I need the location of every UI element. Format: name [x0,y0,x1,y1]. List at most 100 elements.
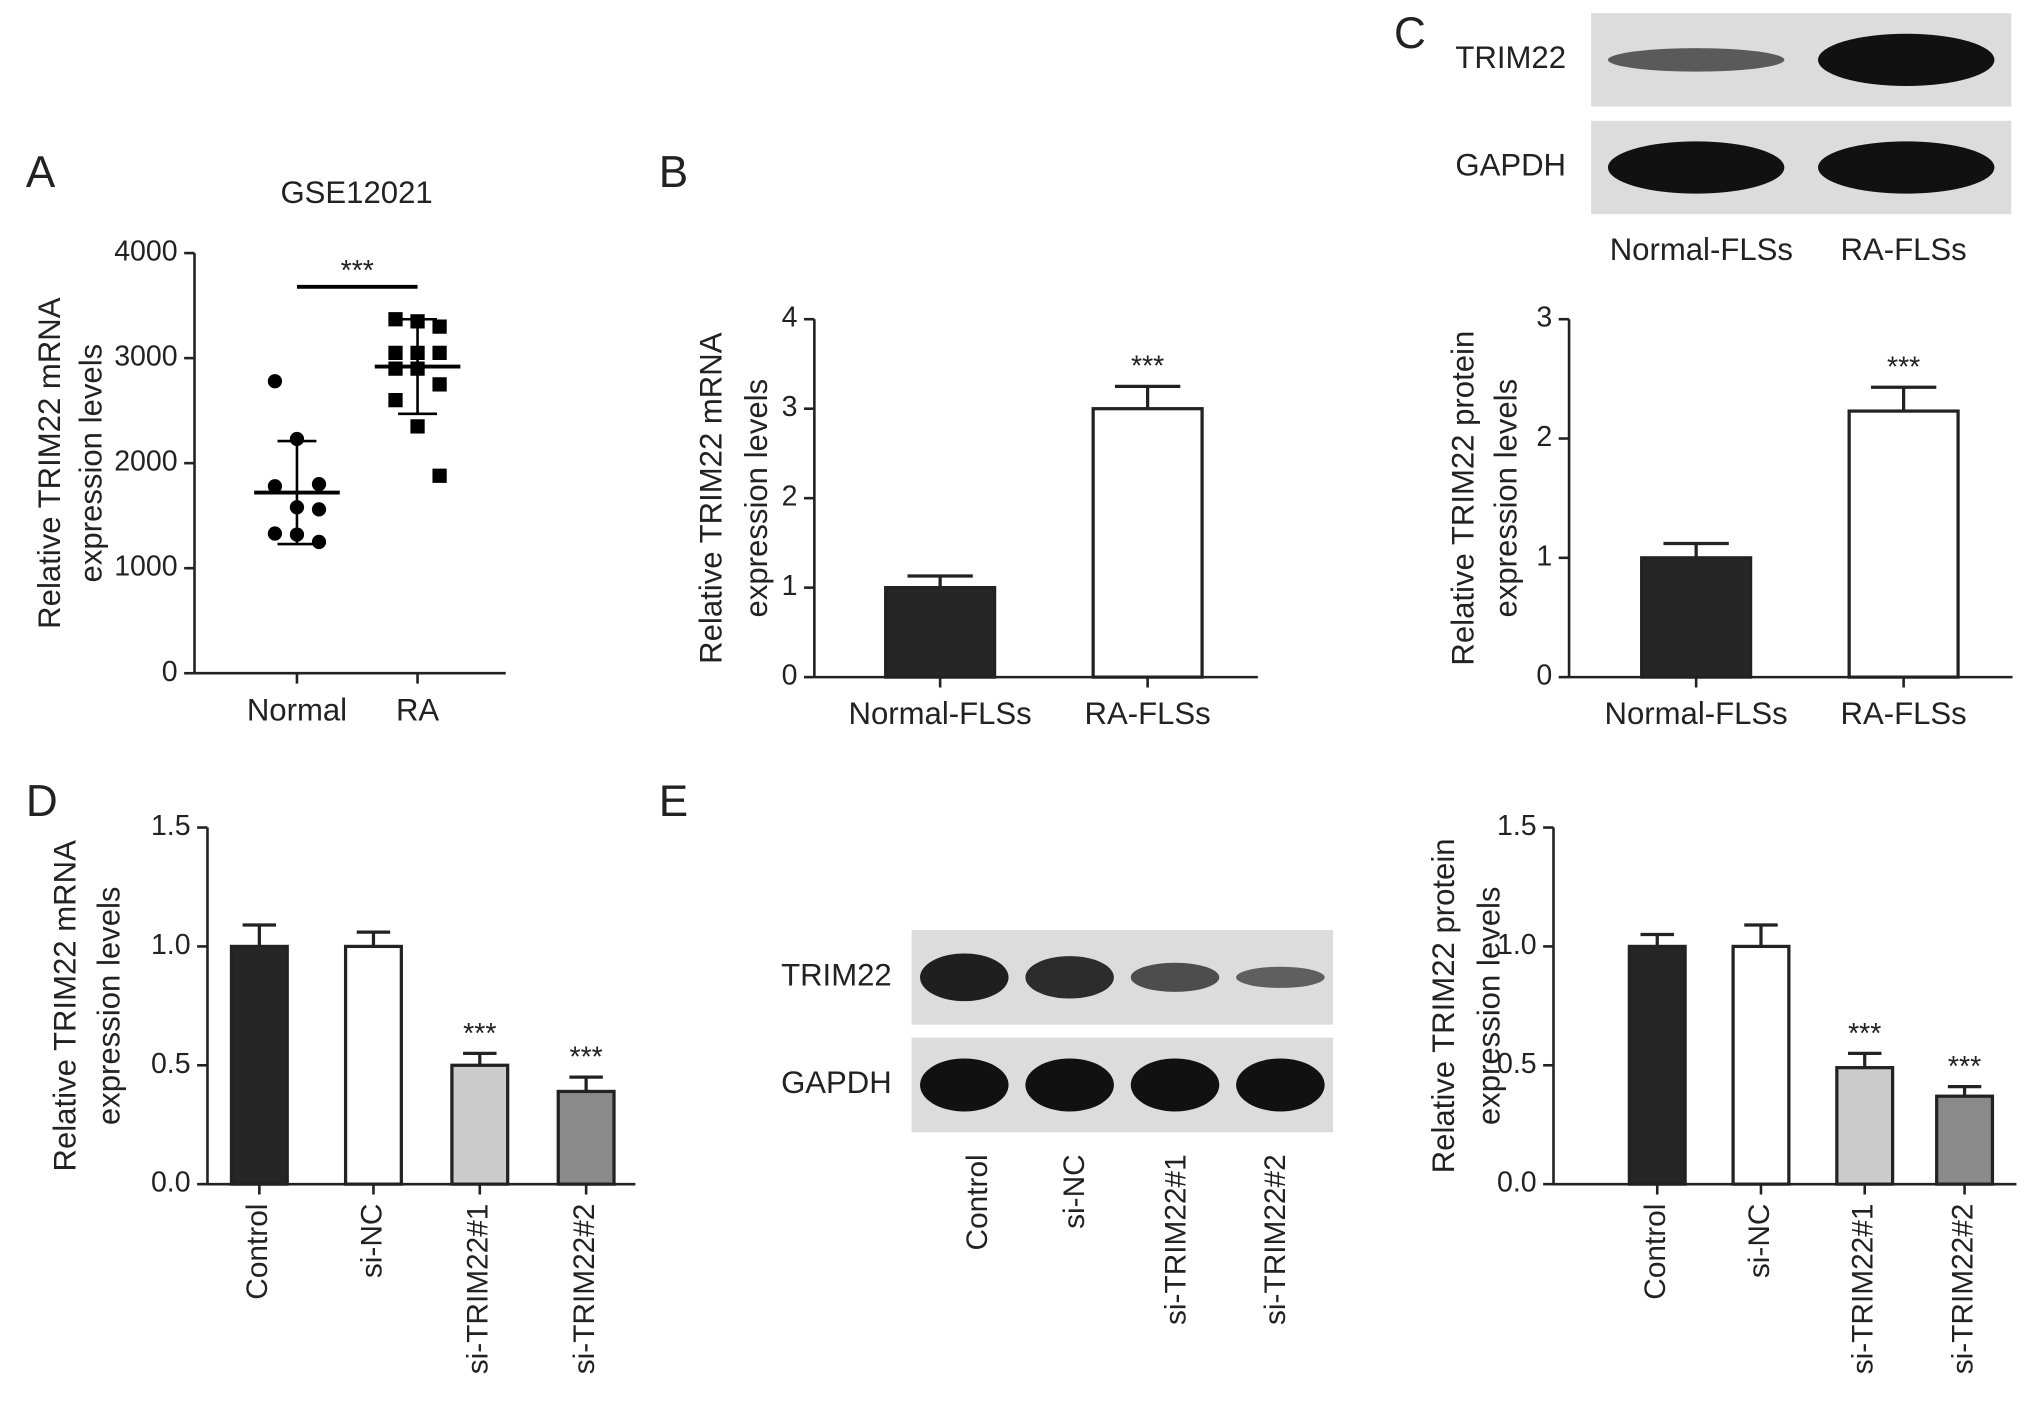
data-point [311,477,327,492]
data-point [388,393,403,408]
significance-label: *** [1131,351,1164,383]
panel-letter: D [26,777,58,826]
blot-lane-label: Normal-FLSs [1610,232,1793,267]
x-tick-label: si-TRIM22#2 [568,1204,601,1375]
y-tick-label: 2 [1536,421,1552,453]
data-point [388,312,403,327]
data-point [267,374,283,389]
x-tick-label: si-TRIM22#1 [462,1204,495,1375]
data-point [311,534,327,550]
bar [1835,1066,1895,1186]
blot-band [1236,966,1325,988]
x-tick-label: Control [241,1204,274,1300]
y-tick-label: 0 [162,656,178,688]
blot-band [920,1058,1009,1112]
y-axis-label: expression levels [74,344,109,583]
data-point [432,345,447,361]
bar [884,586,997,679]
y-tick-label: 1 [1536,540,1552,572]
blot-row-label: TRIM22 [781,958,892,993]
blot-lane-label: si-TRIM22#1 [1159,1154,1192,1325]
y-tick-label: 0.0 [1497,1167,1537,1199]
blot-lane-label: si-NC [1058,1154,1091,1229]
y-tick-label: 0 [782,660,798,692]
y-axis-label: Relative TRIM22 mRNA [693,332,728,664]
panel-letter: A [26,148,56,197]
data-point [267,479,283,494]
data-point [388,345,403,361]
x-tick-label: si-NC [1743,1204,1776,1279]
blot-band [920,953,1009,1002]
data-point [432,377,447,392]
data-point [267,526,283,541]
x-tick-label: RA-FLSs [1085,696,1211,731]
panel-letter: C [1394,9,1426,58]
x-tick-label: si-TRIM22#2 [1946,1204,1979,1375]
y-axis-label: expression levels [1488,379,1523,618]
blot-lane-label: RA-FLSs [1841,232,1967,267]
x-tick-label: Normal-FLSs [849,696,1032,731]
bar [1640,556,1753,679]
blot-row-label: TRIM22 [1455,40,1566,75]
x-tick-label: Normal [247,692,347,727]
x-tick-label: si-TRIM22#1 [1847,1204,1880,1375]
y-tick-label: 1 [782,570,798,602]
y-axis-label: expression levels [739,379,774,618]
bar [450,1063,510,1186]
blot-lane-label: Control [961,1154,994,1250]
blot-band [1130,1058,1220,1112]
data-point [432,468,447,483]
panel-letter: B [659,148,688,197]
y-tick-label: 1.0 [151,929,191,961]
y-tick-label: 0.0 [151,1167,191,1199]
data-point [311,502,327,517]
bar [1935,1094,1995,1186]
bar [1091,407,1204,679]
significance-label: *** [1948,1051,1981,1083]
y-tick-label: 3 [1536,302,1552,334]
blot-band [1130,962,1220,992]
bar [556,1089,616,1186]
bar [1847,409,1960,679]
significance-label: *** [341,255,374,287]
y-axis-label: Relative TRIM22 protein [1446,331,1481,666]
blot-row-label: GAPDH [781,1065,892,1100]
y-tick-label: 3 [782,391,798,423]
significance-label: *** [569,1042,602,1074]
y-tick-label: 0 [1536,660,1552,692]
blot-band [1025,1058,1114,1112]
blot-lane-label: si-TRIM22#2 [1259,1154,1292,1325]
blot-band [1817,33,1995,87]
significance-label: *** [463,1018,496,1050]
x-tick-label: Control [1639,1204,1672,1300]
y-axis-label: expression levels [92,887,127,1126]
y-tick-label: 3000 [114,341,177,373]
blot-band [1607,141,1785,194]
y-tick-label: 1.5 [151,810,191,842]
data-point [432,319,447,334]
blot-row-label: GAPDH [1455,148,1566,183]
panel-letter: E [659,777,688,826]
significance-label: *** [1848,1018,1881,1050]
blot-band [1025,956,1114,999]
blot-band [1607,48,1785,72]
y-tick-label: 2 [782,481,798,513]
x-tick-label: RA [396,692,439,727]
y-tick-label: 0.5 [151,1048,191,1080]
bar [229,944,289,1186]
y-axis-label: Relative TRIM22 mRNA [32,297,67,629]
data-point [388,361,403,376]
bar [1731,944,1791,1186]
y-tick-label: 4000 [114,236,177,268]
blot-band [1236,1058,1325,1112]
y-tick-label: 1000 [114,551,177,583]
y-tick-label: 1.0 [1497,929,1537,961]
y-tick-label: 0.5 [1497,1048,1537,1080]
x-tick-label: RA-FLSs [1841,696,1967,731]
blot-band [1817,141,1995,194]
bar [343,944,403,1186]
y-axis-label: Relative TRIM22 protein [1426,838,1461,1173]
x-tick-label: si-NC [355,1204,388,1279]
